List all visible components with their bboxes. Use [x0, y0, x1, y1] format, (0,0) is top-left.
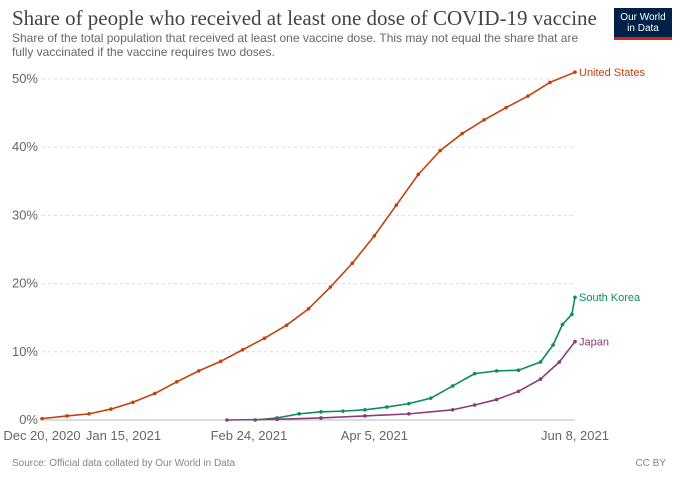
series-label-layer: United States South Korea Japan	[579, 67, 646, 348]
data-point-japan	[319, 416, 323, 420]
x-tick-label: Feb 24, 2021	[211, 428, 288, 443]
logo-accent-bar	[614, 37, 672, 40]
data-point-japan	[275, 417, 279, 422]
data-point-south-korea	[573, 295, 577, 300]
data-point-south-korea	[428, 396, 433, 400]
data-point-united-states	[240, 347, 245, 352]
data-point-united-states	[328, 285, 333, 289]
data-point-united-states	[416, 172, 421, 177]
x-tick-label: Dec 20, 2020	[3, 428, 80, 443]
data-point-south-korea	[341, 409, 345, 413]
y-tick-label: 20%	[12, 276, 38, 291]
y-tick-label: 40%	[12, 139, 38, 154]
series-layer	[40, 70, 577, 422]
data-point-united-states	[526, 94, 530, 98]
series-label-south-korea: South Korea	[579, 292, 641, 304]
data-point-united-states	[284, 323, 289, 328]
data-point-south-korea	[551, 343, 555, 347]
x-tick-label: Jan 15, 2021	[86, 428, 161, 443]
data-point-united-states	[175, 380, 179, 384]
data-point-south-korea	[407, 401, 411, 406]
data-point-united-states	[109, 407, 113, 411]
data-point-united-states	[262, 336, 267, 340]
data-point-united-states	[573, 70, 577, 74]
data-point-japan	[225, 418, 229, 422]
data-point-south-korea	[297, 412, 301, 416]
data-point-japan	[538, 377, 543, 381]
series-label-united-states: United States	[579, 67, 646, 79]
data-point-united-states	[218, 359, 223, 364]
data-point-united-states	[87, 412, 91, 416]
data-point-japan	[573, 339, 577, 344]
data-point-south-korea	[385, 405, 389, 409]
data-point-japan	[450, 407, 455, 412]
data-point-south-korea	[570, 312, 574, 317]
data-point-united-states	[482, 118, 486, 122]
data-point-south-korea	[516, 368, 521, 373]
series-line-south-korea	[255, 297, 576, 421]
data-point-united-states	[394, 203, 399, 207]
x-tick-label: Jun 8, 2021	[541, 428, 609, 443]
data-point-united-states	[153, 391, 157, 396]
data-point-south-korea	[319, 410, 323, 414]
series-line-united-states	[41, 71, 576, 420]
grid-layer	[42, 78, 575, 421]
data-point-south-korea	[494, 369, 499, 373]
data-point-united-states	[196, 369, 201, 373]
data-point-japan	[516, 389, 521, 394]
y-tick-label: 50%	[12, 71, 38, 86]
data-point-united-states	[65, 414, 69, 418]
data-point-united-states	[131, 400, 135, 405]
source-note: Source: Official data collated by Our Wo…	[12, 458, 236, 469]
data-point-south-korea	[363, 407, 367, 412]
data-point-south-korea	[560, 322, 565, 327]
data-point-south-korea	[472, 371, 477, 376]
data-point-united-states	[504, 105, 508, 110]
x-tick-label: Apr 5, 2021	[341, 428, 408, 443]
data-point-united-states	[548, 80, 552, 85]
license-link[interactable]: CC BY	[635, 458, 666, 469]
logo-line-1: Our World	[620, 12, 666, 23]
y-tick-label: 30%	[12, 207, 38, 222]
data-point-south-korea	[450, 384, 455, 388]
data-point-united-states	[306, 307, 311, 311]
chart-subtitle: Share of the total population that recei…	[12, 31, 579, 59]
data-point-japan	[472, 403, 477, 407]
series-label-japan: Japan	[579, 337, 609, 349]
data-point-japan	[363, 414, 367, 418]
data-point-japan	[494, 397, 499, 402]
data-point-united-states	[460, 131, 464, 136]
series-line-japan	[226, 341, 576, 421]
chart-title: Share of people who received at least on…	[12, 6, 597, 30]
y-tick-label: 0%	[19, 412, 38, 427]
y-tick-label: 10%	[12, 344, 38, 359]
logo-line-2: in Data	[627, 23, 659, 34]
owid-logo[interactable]: Our World in Data	[614, 8, 672, 40]
data-point-united-states	[438, 148, 442, 153]
axis-layer: 0% 10% 20% 30% 40% 50% Dec 20, 2020 Jan 15, 202…	[3, 71, 609, 443]
data-point-japan	[407, 412, 411, 416]
data-point-japan	[557, 360, 562, 364]
data-point-united-states	[350, 261, 355, 265]
data-point-united-states	[40, 416, 44, 421]
data-point-united-states	[372, 234, 377, 238]
data-point-south-korea	[538, 360, 543, 364]
